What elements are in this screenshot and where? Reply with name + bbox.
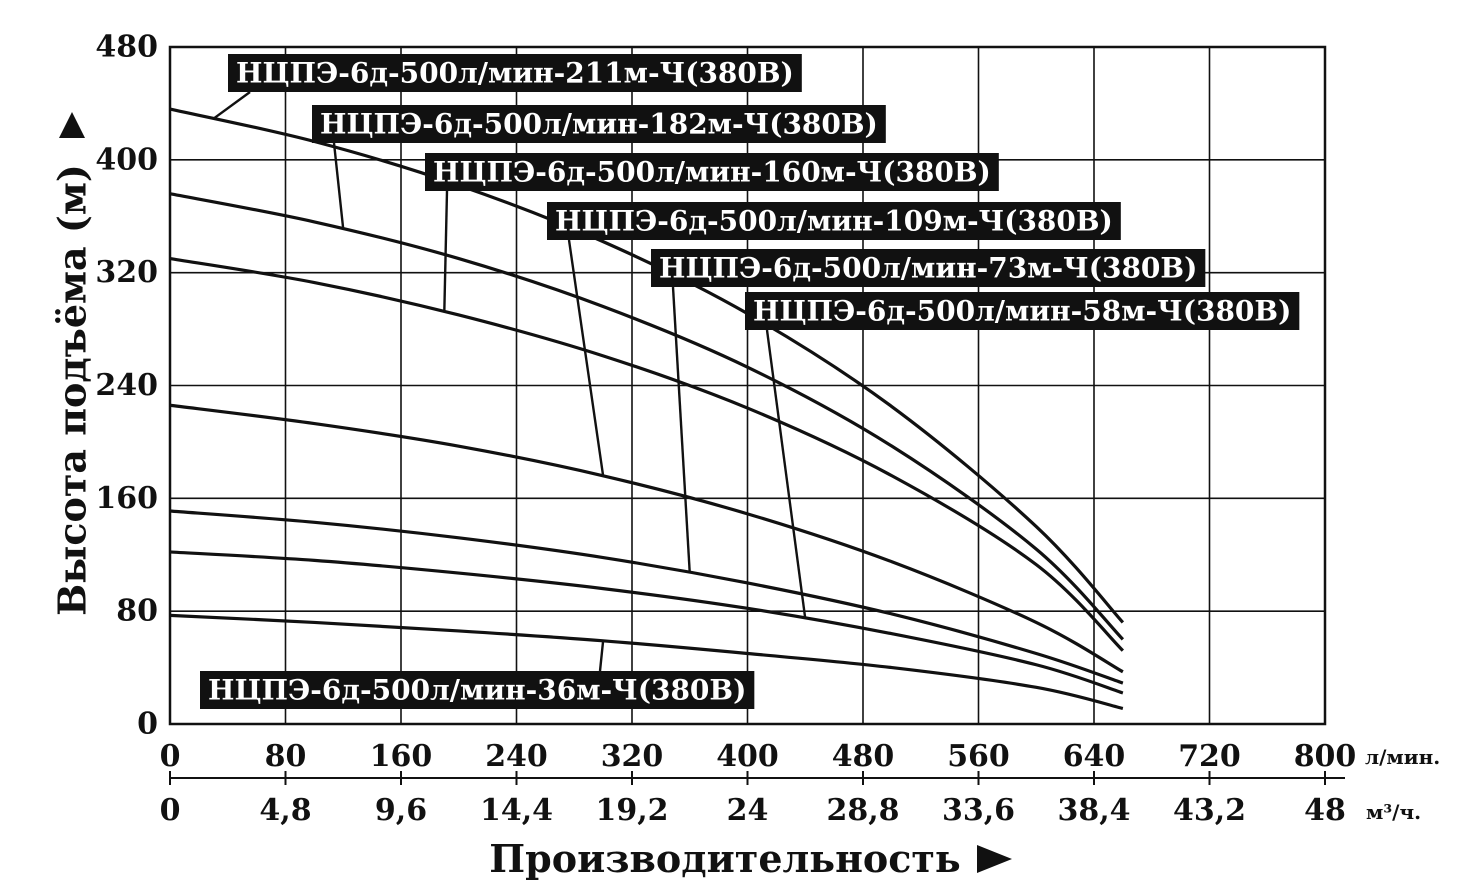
y-tick-label: 0 bbox=[137, 707, 158, 742]
x-axis-arrow-icon bbox=[977, 845, 1012, 873]
series-curve bbox=[169, 256, 1125, 652]
x-tick-label-lpm: 400 bbox=[716, 739, 779, 774]
x-tick-label-m3h: 14,4 bbox=[480, 793, 553, 828]
series-labels: НЦПЭ-6д-500л/мин-211м-Ч(380В) НЦПЭ-6д-500… bbox=[200, 54, 1300, 709]
y-tick-label: 240 bbox=[95, 368, 158, 403]
series-label-leader bbox=[443, 190, 449, 312]
series-curve bbox=[169, 403, 1124, 674]
x-unit-m3h: м³/ч. bbox=[1366, 800, 1421, 824]
series-curve bbox=[169, 509, 1124, 685]
series-label-text: НЦПЭ-6д-500л/мин-36м-Ч(380В) bbox=[208, 674, 746, 707]
x-tick-label-lpm: 80 bbox=[265, 739, 307, 774]
x-unit-lpm: л/мин. bbox=[1365, 745, 1440, 769]
series-label-leader bbox=[598, 640, 605, 672]
x-tick-label-lpm: 0 bbox=[160, 739, 181, 774]
x-tick-label-m3h: 38,4 bbox=[1057, 793, 1130, 828]
curves bbox=[169, 107, 1125, 711]
series-label-leader bbox=[671, 286, 691, 573]
y-tick-label: 80 bbox=[116, 594, 158, 629]
x-tick-label-lpm: 480 bbox=[832, 739, 895, 774]
series-curve bbox=[169, 550, 1124, 695]
x-tick-label-lpm: 320 bbox=[601, 739, 664, 774]
x-tick-labels-m3h: 0 4,8 9,6 14,4 19,2 24 28,8 33,6 38,4 43,2 48 bbox=[160, 793, 1346, 828]
y-tick-label: 480 bbox=[95, 30, 158, 65]
series-label-leader bbox=[765, 329, 807, 619]
x-tick-label-m3h: 0 bbox=[160, 793, 181, 828]
x-tick-label-m3h: 48 bbox=[1304, 793, 1346, 828]
x-tick-label-lpm: 800 bbox=[1294, 739, 1357, 774]
x-axis-title: Производительность bbox=[489, 836, 960, 881]
plot-frame bbox=[168, 45, 1327, 726]
series-label-text: НЦПЭ-6д-500л/мин-182м-Ч(380В) bbox=[320, 108, 878, 141]
x-tick-label-m3h: 24 bbox=[727, 793, 769, 828]
series-label-leader bbox=[212, 91, 251, 120]
series-label-text: НЦПЭ-6д-500л/мин-160м-Ч(380В) bbox=[433, 156, 991, 189]
x-tick-label-lpm: 640 bbox=[1063, 739, 1126, 774]
series-label-leader bbox=[332, 142, 345, 230]
series-label-box bbox=[651, 249, 1206, 287]
x-tick-label-lpm: 560 bbox=[947, 739, 1010, 774]
series-label-box bbox=[547, 202, 1121, 240]
series-curve bbox=[169, 613, 1124, 711]
x-tick-label-m3h: 28,8 bbox=[826, 793, 899, 828]
y-axis-title-text: Высота подъёма (м) bbox=[50, 164, 95, 616]
x-tick-label-lpm: 160 bbox=[370, 739, 433, 774]
y-tick-label: 320 bbox=[95, 255, 158, 290]
series-label-text: НЦПЭ-6д-500л/мин-73м-Ч(380В) bbox=[659, 252, 1197, 285]
series-label-box bbox=[745, 292, 1300, 330]
label-leaders bbox=[212, 91, 807, 672]
y-tick-label: 160 bbox=[95, 481, 158, 516]
y-axis-arrow-icon bbox=[59, 112, 85, 138]
series-label-box bbox=[312, 105, 886, 143]
series-label-leader bbox=[567, 239, 605, 476]
y-axis-title: Высота подъёма (м) bbox=[50, 112, 95, 616]
series-label-text: НЦПЭ-6д-500л/мин-109м-Ч(380В) bbox=[555, 205, 1113, 238]
y-tick-label: 400 bbox=[95, 142, 158, 177]
x-tick-label-m3h: 4,8 bbox=[259, 793, 311, 828]
x-tick-label-m3h: 9,6 bbox=[375, 793, 427, 828]
series-label-box bbox=[228, 54, 802, 92]
x-tick-label-m3h: 33,6 bbox=[942, 793, 1015, 828]
y-tick-labels: 0 80 160 240 320 400 480 bbox=[95, 30, 158, 742]
x-tick-label-lpm: 240 bbox=[485, 739, 548, 774]
series-label-box bbox=[200, 671, 755, 709]
x-tick-label-lpm: 720 bbox=[1178, 739, 1241, 774]
series-label-text: НЦПЭ-6д-500л/мин-58м-Ч(380В) bbox=[753, 295, 1291, 328]
series-label-text: НЦПЭ-6д-500л/мин-211м-Ч(380В) bbox=[236, 57, 794, 90]
x-tick-labels-lpm: 0 80 160 240 320 400 480 560 640 720 800 bbox=[160, 739, 1357, 774]
series-label-box bbox=[425, 153, 999, 191]
x-tick-label-m3h: 43,2 bbox=[1173, 793, 1246, 828]
x-tick-label-m3h: 19,2 bbox=[595, 793, 668, 828]
